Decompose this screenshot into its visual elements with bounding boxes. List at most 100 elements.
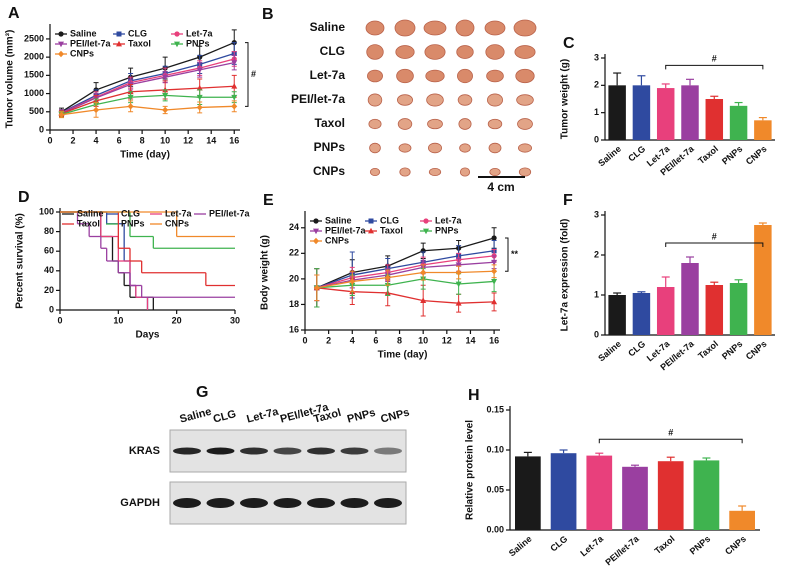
- bar: [657, 461, 684, 530]
- x-tick-label: CNPs: [744, 144, 769, 167]
- annotation: #: [712, 54, 717, 64]
- legend-label: Saline: [70, 28, 97, 38]
- blot-band: [374, 447, 402, 455]
- legend-label: Let-7a: [165, 208, 193, 218]
- bar: [729, 283, 748, 335]
- marker: [491, 259, 498, 266]
- legend-label: PNPs: [121, 218, 145, 228]
- blot-band: [273, 498, 302, 508]
- blot-band: [206, 498, 235, 508]
- bar: [729, 510, 755, 530]
- marker: [116, 40, 122, 47]
- marker: [491, 279, 498, 285]
- x-tick-label: 10: [160, 135, 170, 145]
- blot-row-label: GAPDH: [120, 497, 160, 509]
- annotation-bracket: [665, 242, 764, 247]
- marker: [162, 106, 169, 114]
- row-label: PEI/let-7a: [291, 92, 345, 106]
- tumor-photo: [369, 142, 381, 154]
- tumor-photo: [516, 94, 534, 106]
- marker: [58, 31, 64, 37]
- panel-label: H: [468, 387, 480, 404]
- marker: [116, 31, 122, 37]
- y-tick-label: 40: [44, 265, 54, 275]
- tumor-photo: [396, 68, 414, 84]
- y-tick-label: 2: [594, 80, 599, 90]
- tumor-photo: [366, 44, 384, 60]
- legend-label: CNPs: [325, 235, 349, 245]
- tumor-photo: [428, 167, 442, 177]
- tumor-photo: [424, 44, 446, 60]
- annotation-bracket: [598, 438, 743, 444]
- tumor-photo: [396, 94, 413, 106]
- legend-label: CNPs: [70, 48, 94, 58]
- panel-label: D: [18, 189, 30, 206]
- marker: [196, 104, 203, 111]
- marker: [423, 218, 429, 224]
- lane-label: Let-7a: [245, 406, 280, 426]
- y-tick-label: 1500: [24, 70, 44, 80]
- x-tick-label: 16: [489, 335, 499, 345]
- annotation-bracket: [505, 237, 509, 272]
- x-tick-label: 0: [47, 135, 52, 145]
- legend-label: Taxol: [380, 225, 403, 235]
- legend-label: Saline: [77, 208, 104, 218]
- tumor-photo: [456, 45, 474, 59]
- marker: [162, 92, 169, 99]
- blot-band: [307, 498, 335, 508]
- marker: [231, 103, 238, 110]
- marker: [58, 41, 64, 48]
- marker: [420, 297, 427, 304]
- tumor-photo: [427, 142, 442, 154]
- bar: [608, 295, 626, 335]
- x-tick-label: 4: [350, 335, 355, 345]
- marker: [384, 274, 391, 281]
- marker: [420, 269, 427, 276]
- legend-label: Let-7a: [186, 28, 214, 38]
- marker: [423, 228, 429, 235]
- legend-label: CLG: [128, 28, 147, 38]
- tumor-photo: [427, 118, 443, 130]
- marker: [162, 74, 169, 81]
- marker: [491, 268, 498, 275]
- series-line: [61, 61, 235, 114]
- legend-label: Taxol: [128, 38, 151, 48]
- bar: [550, 453, 577, 530]
- marker: [368, 227, 374, 234]
- bar: [632, 85, 651, 140]
- y-tick-label: 1: [594, 107, 599, 117]
- panel-label: F: [563, 192, 573, 209]
- y-tick-label: 0: [594, 329, 599, 339]
- bar: [705, 99, 724, 140]
- x-tick-label: Taxol: [696, 144, 720, 166]
- y-tick-label: 3: [594, 52, 599, 62]
- blot-band: [273, 447, 302, 455]
- y-tick-label: 24: [289, 222, 299, 232]
- marker: [455, 281, 462, 288]
- tumor-photo: [423, 20, 447, 36]
- bar: [754, 225, 772, 335]
- series-line: [316, 270, 495, 289]
- x-tick-label: Taxol: [696, 339, 720, 361]
- marker: [231, 94, 238, 101]
- blot-band: [240, 498, 268, 508]
- bar: [622, 466, 648, 530]
- tumor-photo: [489, 167, 501, 177]
- x-tick-label: Taxol: [653, 534, 677, 556]
- marker: [349, 278, 356, 285]
- x-tick-label: 20: [172, 315, 182, 325]
- y-tick-label: 500: [29, 106, 44, 116]
- tumor-photo: [459, 167, 471, 177]
- y-axis-label: Let-7a expression (fold): [560, 219, 571, 332]
- blot-band: [374, 498, 402, 508]
- series-line: [316, 250, 495, 289]
- y-tick-label: 0.05: [486, 484, 504, 494]
- y-tick-label: 80: [44, 226, 54, 236]
- annotation-bracket: [665, 64, 764, 70]
- tumor-photo: [395, 45, 415, 59]
- lane-label: CLG: [212, 408, 238, 426]
- y-tick-label: 0.10: [486, 444, 504, 454]
- y-tick-label: 1000: [24, 88, 44, 98]
- tumor-photo: [398, 143, 412, 153]
- tumor-photo: [487, 118, 503, 130]
